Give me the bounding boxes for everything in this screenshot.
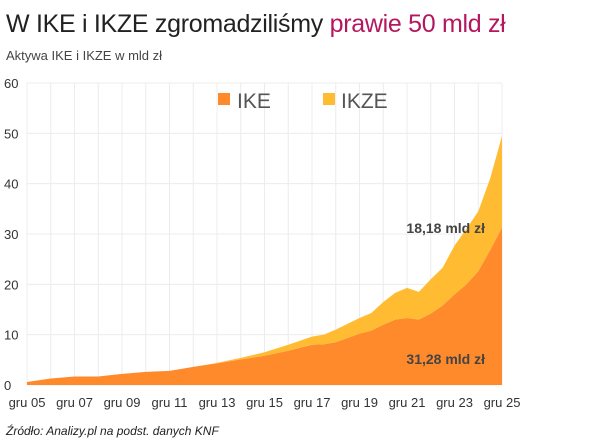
x-tick-label: gru 07 [56, 395, 93, 410]
x-tick-label: gru 11 [152, 395, 188, 410]
legend-swatch-ike [218, 93, 230, 105]
x-tick-label: gru 25 [484, 395, 521, 410]
title-main: W IKE i IKZE zgromadziliśmy [6, 10, 330, 38]
source-note: Źródło: Analizy.pl na podst. danych KNF [6, 424, 219, 438]
title-highlight: prawie 50 mld zł [329, 10, 506, 38]
x-tick-label: gru 15 [246, 395, 283, 410]
x-tick-label: gru 13 [199, 395, 236, 410]
legend-label-ikze: IKZE [341, 90, 388, 113]
x-tick-label: gru 17 [294, 395, 331, 410]
y-tick-label: 60 [4, 76, 18, 91]
legend-swatch-ikze [323, 93, 335, 105]
value-annotation: 31,28 mld zł [406, 351, 485, 367]
x-tick-label: gru 09 [104, 395, 141, 410]
chart-subtitle: Aktywa IKE i IKZE w mld zł [6, 48, 163, 63]
area-ikze [27, 136, 502, 382]
legend-label-ike: IKE [237, 90, 271, 113]
y-tick-label: 30 [4, 227, 18, 242]
value-annotation: 18,18 mld zł [406, 220, 485, 236]
y-tick-label: 50 [4, 126, 18, 141]
chart-title: W IKE i IKZE zgromadziliśmy prawie 50 ml… [6, 10, 506, 39]
x-tick-label: gru 05 [9, 395, 46, 410]
x-tick-label: gru 21 [389, 395, 426, 410]
y-tick-label: 0 [4, 378, 11, 393]
x-tick-label: gru 19 [341, 395, 378, 410]
y-tick-label: 40 [4, 177, 18, 192]
x-tick-label: gru 23 [436, 395, 473, 410]
y-tick-label: 20 [4, 277, 18, 292]
y-tick-label: 10 [4, 328, 18, 343]
area-ike [27, 227, 502, 385]
